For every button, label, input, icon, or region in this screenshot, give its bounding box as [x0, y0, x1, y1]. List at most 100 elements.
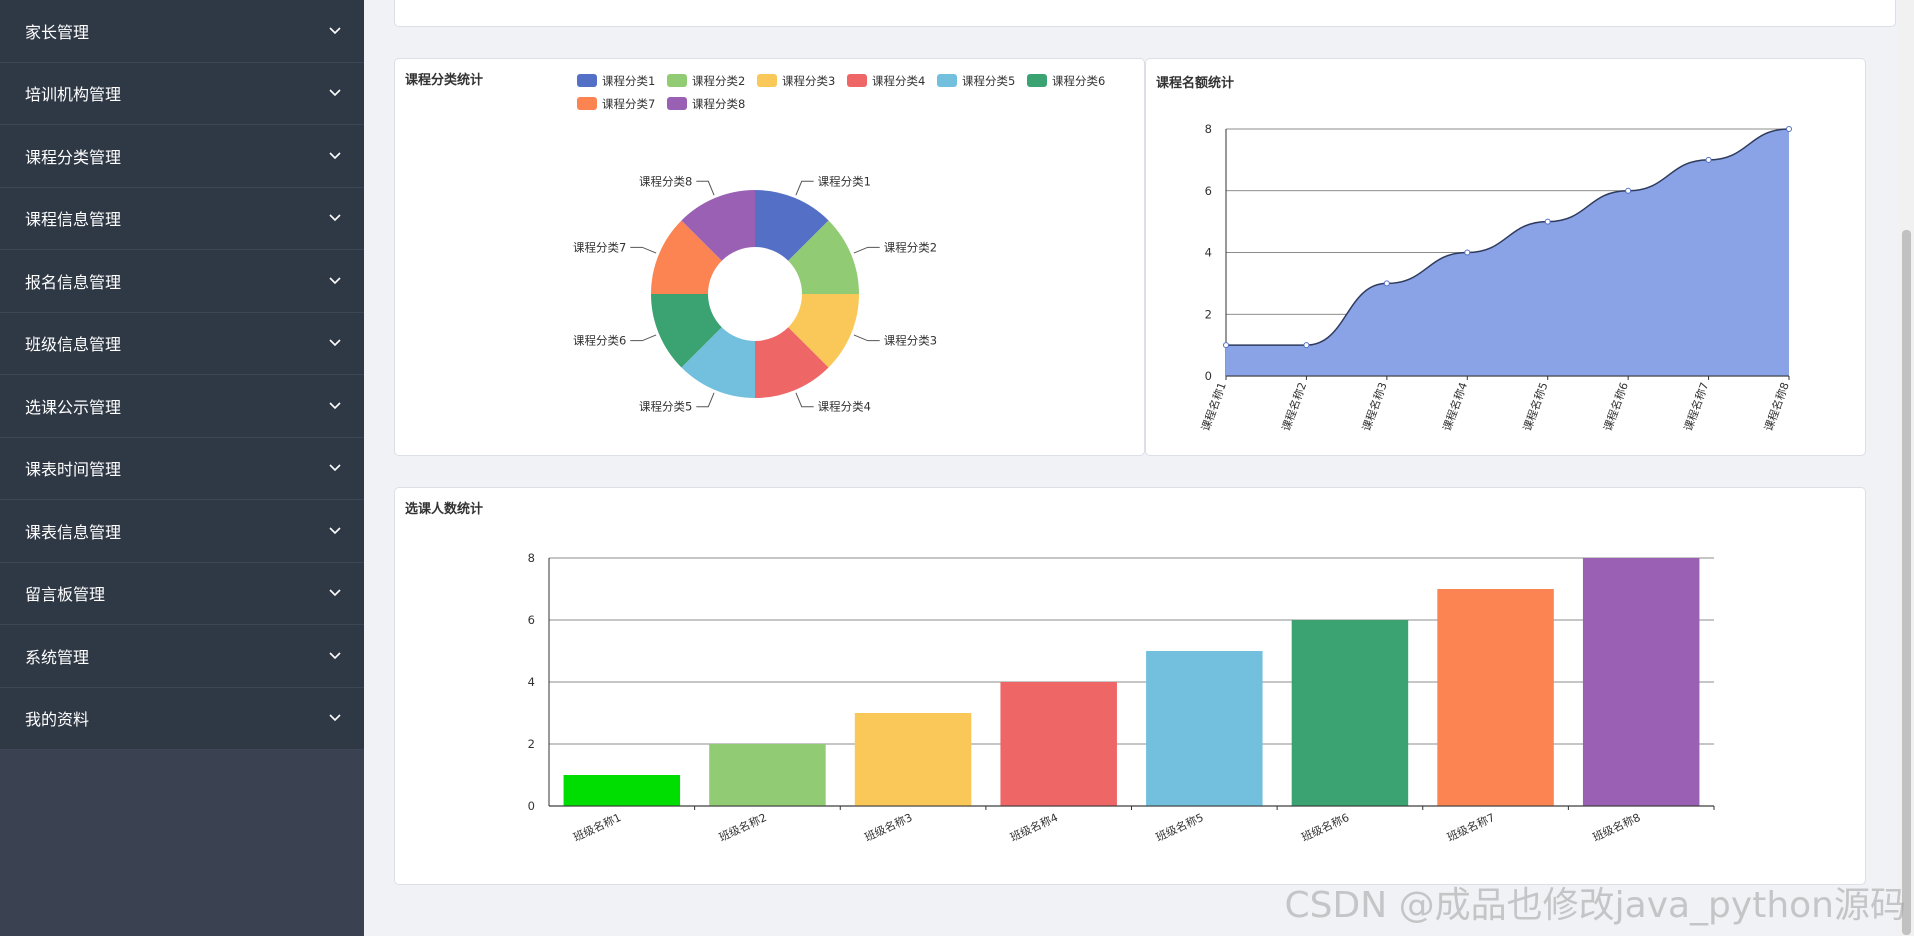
data-point	[1383, 280, 1390, 287]
bar	[1437, 589, 1554, 806]
sidebar-item-label: 课表时间管理	[25, 460, 122, 480]
sidebar-item-label: 家长管理	[25, 22, 90, 42]
sidebar-item[interactable]: 课程分类管理	[0, 125, 364, 188]
legend-swatch	[667, 74, 687, 87]
data-point	[1544, 218, 1551, 225]
chevron-down-icon	[328, 711, 342, 725]
sidebar-menu: 家长管理培训机构管理 课程分类管理 课程信息管理报名信息管理班级信息管理选课公示管理…	[0, 0, 364, 750]
pie-label-line	[696, 180, 715, 196]
bar	[1291, 620, 1409, 806]
legend-label: 课程分类2	[692, 74, 745, 88]
course-quota-chart-card: 课程名额统计 0 2 4 6 8 课程名称1 课程名称2 课程名称3 课程名称4 课程名称5 课程名…	[1145, 58, 1866, 456]
x-tick-label: 课程名称4	[1440, 380, 1471, 433]
y-tick-label: 4	[1205, 246, 1212, 260]
pie-label-line	[630, 246, 657, 254]
x-tick-label: 班级名称7	[1445, 810, 1497, 844]
pie-slice	[755, 327, 829, 398]
x-tick-label: 课程名称3	[1359, 380, 1390, 433]
x-tick-label: 班级名称2	[717, 810, 769, 844]
bar	[1146, 651, 1263, 806]
chevron-down-icon	[328, 524, 342, 538]
legend-swatch	[937, 74, 957, 87]
sidebar-item[interactable]: 培训机构管理	[0, 63, 364, 125]
pie-label: 课程分类8	[639, 174, 692, 188]
legend-label: 课程分类5	[962, 74, 1015, 88]
bar	[854, 713, 972, 806]
y-tick-label: 2	[1205, 307, 1212, 321]
sidebar-item[interactable]: 班级信息管理	[0, 313, 364, 375]
sidebar-item-label: 我的资料	[25, 710, 90, 730]
sidebar-item-label: 课程信息管理	[25, 210, 122, 230]
bar-chart-title: 选课人数统计	[405, 502, 484, 517]
x-tick-label: 班级名称5	[1153, 810, 1205, 844]
pie-label-line	[696, 392, 715, 408]
bar	[1582, 558, 1700, 806]
sidebar-item[interactable]: 家长管理	[0, 0, 364, 63]
pie-slice	[651, 294, 722, 368]
x-tick-label: 班级名称4	[1008, 810, 1060, 844]
x-tick-label: 班级名称3	[862, 810, 914, 844]
sidebar-item[interactable]: 系统管理	[0, 625, 364, 688]
legend-label: 课程分类6	[1052, 74, 1105, 88]
page-scrollbar[interactable]	[1899, 0, 1914, 936]
top-card	[394, 0, 1896, 27]
x-tick-label: 班级名称8	[1590, 810, 1642, 844]
pie-slice	[681, 190, 755, 261]
x-tick-label: 课程名称5	[1520, 380, 1551, 433]
data-point	[1625, 187, 1632, 194]
sidebar-item[interactable]: 留言板管理	[0, 563, 364, 625]
area-chart: 0 2 4 6 8 课程名称1 课程名称2 课程名称3 课程名称4 课程名称5 课程名称6 课程名称7…	[1198, 122, 1792, 433]
pie-label-line	[630, 334, 657, 342]
chevron-down-icon	[328, 211, 342, 225]
sidebar-item[interactable]: 课程信息管理	[0, 188, 364, 250]
chevron-down-icon	[328, 649, 342, 663]
sidebar-item-label: 课表信息管理	[25, 522, 122, 542]
pie-label: 课程分类5	[639, 400, 692, 414]
y-tick-label: 8	[528, 551, 535, 565]
sidebar-item[interactable]: 课表信息管理	[0, 500, 364, 563]
scrollbar-thumb[interactable]	[1902, 230, 1911, 935]
legend-swatch	[667, 97, 687, 110]
y-tick-label: 0	[528, 799, 535, 813]
pie-label: 课程分类1	[818, 174, 871, 188]
legend-swatch	[757, 74, 777, 87]
data-point	[1464, 249, 1471, 256]
sidebar-item-label: 培训机构管理	[25, 85, 122, 105]
pie-label: 课程分类3	[884, 334, 937, 348]
pie-label: 课程分类4	[818, 400, 871, 414]
pie-chart: 课程分类1 课程分类2 课程分类3 课程分类4 课程分类5 课程分类6 课程分类7 课程分类8…	[573, 74, 1105, 414]
legend-label: 课程分类3	[782, 74, 835, 88]
y-tick-label: 6	[528, 613, 535, 627]
pie-label-line	[853, 246, 880, 254]
legend-swatch	[577, 74, 597, 87]
chevron-down-icon	[328, 336, 342, 350]
sidebar-item-label: 系统管理	[25, 647, 90, 667]
data-point	[1705, 156, 1712, 163]
pie-slice	[788, 220, 859, 294]
legend-label: 课程分类8	[692, 97, 745, 111]
sidebar: 家长管理培训机构管理 课程分类管理 课程信息管理报名信息管理班级信息管理选课公示管理…	[0, 0, 364, 936]
bar	[709, 744, 826, 806]
x-tick-label: 班级名称1	[571, 810, 623, 844]
chevron-down-icon	[328, 86, 342, 100]
bar-chart: 0 2 4 6 8 班级名称1 班级名称2 班级名称3 班级名称4 班级名称5 班级名称6 班级名称7…	[528, 551, 1715, 844]
sidebar-item-label: 班级信息管理	[25, 335, 122, 355]
legend-swatch	[847, 74, 867, 87]
area-fill	[1226, 129, 1789, 376]
enrollment-chart-card: 选课人数统计 0 2 4 6 8 班级名称1 班级名称2 班级名称3 班级名称4 班级名称5 班级名…	[394, 487, 1866, 885]
sidebar-item[interactable]: 报名信息管理	[0, 250, 364, 313]
chevron-down-icon	[328, 24, 342, 38]
watermark: CSDN @成品也修改java_python源码	[1284, 885, 1906, 926]
sidebar-item[interactable]: 课表时间管理	[0, 438, 364, 500]
data-point	[1303, 342, 1310, 349]
pie-slice	[755, 190, 829, 261]
sidebar-item[interactable]: 我的资料	[0, 688, 364, 750]
pie-label: 课程分类2	[884, 240, 937, 254]
pie-chart-title: 课程分类统计	[405, 73, 484, 88]
sidebar-item[interactable]: 选课公示管理	[0, 375, 364, 438]
y-tick-label: 0	[1205, 369, 1212, 383]
sidebar-item-label: 课程分类管理	[25, 147, 122, 167]
pie-label: 课程分类6	[573, 334, 626, 348]
y-tick-label: 6	[1205, 184, 1212, 198]
x-tick-label: 课程名称1	[1198, 380, 1229, 433]
